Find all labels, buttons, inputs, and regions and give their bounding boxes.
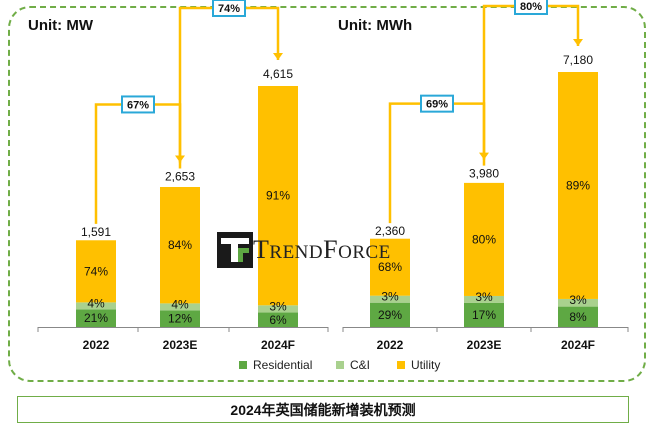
category-label: 2022 [83,338,110,352]
category-label: 2024F [561,338,595,352]
data-label-residential: 8% [569,310,587,324]
legend-label-residential: Residential [253,358,313,372]
total-label: 1,591 [81,225,111,239]
legend-label-ci: C&I [350,358,371,372]
bar-segment-ci [160,303,200,311]
bar-segment-residential [160,310,200,327]
total-label: 2,653 [165,169,195,183]
bar-segment-residential [558,306,598,327]
data-label-ci: 4% [171,297,189,311]
data-label-ci: 3% [381,290,399,304]
total-label: 3,980 [469,167,499,181]
data-label-utility: 84% [168,238,192,252]
data-label-utility: 74% [84,264,108,278]
data-label-ci: 3% [475,290,493,304]
growth-arrow-head [573,39,583,46]
bar-segment-utility [258,86,298,306]
trendforce-logo-icon [217,232,253,268]
data-label-utility: 80% [472,232,496,246]
total-label: 7,180 [563,53,593,67]
growth-label: 74% [218,3,240,15]
bar-segment-ci [76,302,116,310]
bar-segment-utility [370,238,410,296]
data-label-residential: 29% [378,308,402,322]
bar-segment-utility [464,182,504,296]
growth-label: 80% [520,1,542,13]
bar-segment-residential [464,302,504,327]
data-label-residential: 17% [472,308,496,322]
growth-arrow-head [273,53,283,60]
category-label: 2024F [261,338,295,352]
category-label: 2023E [163,338,198,352]
legend-swatch-residential [239,361,247,369]
stacked-bar-charts: 21%4%74%1,591202212%4%84%2,6532023E6%3%9… [37,0,629,352]
legend-item-residential: Residential [239,358,312,372]
bar-segment-residential [258,312,298,327]
total-label: 4,615 [263,67,293,81]
growth-label: 67% [127,99,149,111]
growth-label: 69% [426,99,448,111]
growth-label-box [514,0,548,15]
bar-segment-ci [558,298,598,307]
bar-segment-ci [464,295,504,303]
bar-segment-residential [76,309,116,327]
data-label-ci: 4% [87,296,105,310]
unit-label-mwh: Unit: MWh [338,17,413,34]
data-label-residential: 21% [84,311,108,325]
chart-caption: 2024年英国储能新增装机预测 [230,401,416,418]
caption-box: 2024年英国储能新增装机预测 [17,396,629,423]
growth-label-box [420,94,454,113]
bar-segment-utility [76,240,116,303]
trendforce-watermark: TRENDFORCE [217,232,391,268]
data-label-utility: 91% [266,189,290,203]
legend-item-ci: C&I [336,358,370,372]
bar-segment-utility [160,186,200,304]
total-label: 2,360 [375,224,405,238]
data-label-residential: 12% [168,312,192,326]
legend-swatch-ci [336,361,344,369]
legend-label-utility: Utility [411,358,441,372]
data-label-utility: 89% [566,178,590,192]
legend-swatch-utility [397,361,405,369]
unit-label-mw: Unit: MW [28,17,93,34]
category-label: 2022 [377,338,404,352]
growth-label-box [212,0,246,17]
data-label-ci: 3% [569,293,587,307]
bar-segment-residential [370,302,410,327]
category-label: 2023E [467,338,502,352]
chart-frame [8,6,646,382]
bar-segment-ci [258,305,298,313]
trendforce-wordmark: TRENDFORCE [253,235,391,264]
data-label-ci: 3% [269,299,287,313]
growth-label-box [121,95,155,114]
legend-item-utility: Utility [397,358,440,372]
legend: Residential C&I Utility [0,358,656,376]
data-label-residential: 6% [269,313,287,327]
bar-segment-ci [370,295,410,303]
data-label-utility: 68% [378,260,402,274]
bar-segment-utility [558,72,598,299]
